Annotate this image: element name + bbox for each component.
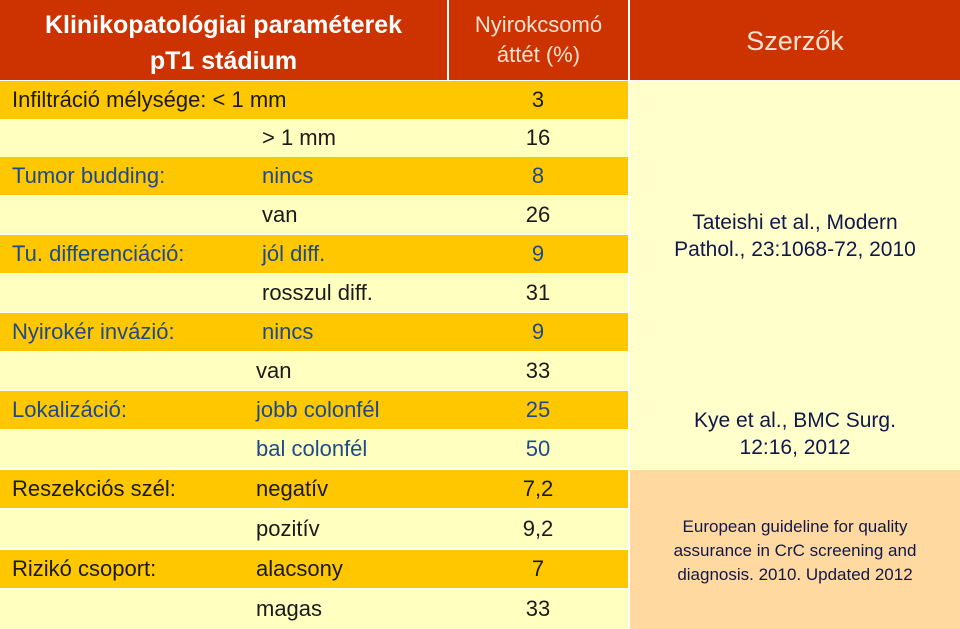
row-value: 25: [525, 397, 551, 422]
reference-kye-line2: 12:16, 2012: [739, 436, 851, 459]
row-value: 31: [525, 280, 551, 305]
row-sub-label: van: [262, 202, 298, 227]
row-value: 3: [531, 87, 545, 112]
row-sub-label: alacsony: [256, 556, 343, 581]
table-row-lymph-yes: van 33: [0, 352, 628, 390]
reference-tateishi-line1: Tateishi et al., Modern: [692, 211, 898, 234]
table-row-risk-low: Rizikó csoport: alacsony 7: [0, 550, 628, 588]
row-label: Tu. differenciáció:: [12, 241, 185, 266]
table-row-loc-right: Lokalizáció: jobb colonfél 25: [0, 391, 628, 429]
row-value: 26: [525, 202, 551, 227]
table-row-risk-high: magas 33: [0, 590, 628, 629]
row-value: 16: [525, 125, 551, 150]
reference-european-line3: diagnosis. 2010. Updated 2012: [677, 565, 913, 584]
reference-tateishi: Tateishi et al., Modern Pathol., 23:1068…: [630, 209, 960, 263]
row-label: Nyirokér invázió:: [12, 319, 175, 344]
row-value: 9: [531, 319, 545, 344]
row-sub-label: bal colonfél: [256, 436, 368, 461]
row-sub-label: negatív: [256, 476, 329, 501]
table-row-margin-pos: pozitív 9,2: [0, 510, 628, 548]
table-row-diff-poor: rosszul diff. 31: [0, 274, 628, 312]
row-value: 50: [525, 436, 551, 461]
header-parameters: Klinikopatológiai paraméterek pT1 stádiu…: [0, 0, 447, 80]
header-metastasis-line1: Nyirokcsomó: [474, 12, 603, 37]
row-sub-label: nincs: [262, 163, 314, 188]
row-value: 9: [531, 241, 545, 266]
row-value: 33: [525, 358, 551, 383]
reference-european-line2: assurance in CrC screening and: [673, 541, 917, 560]
reference-kye-line1: Kye et al., BMC Surg.: [694, 409, 896, 432]
row-sub-label: nincs: [262, 319, 314, 344]
table-row-depth-lt1: Infiltráció mélysége: < 1 mm 3: [0, 81, 628, 119]
header-parameters-line2: pT1 stádium: [149, 47, 298, 75]
row-sub-label: magas: [256, 596, 323, 621]
table-row-diff-good: Tu. differenciáció: jól diff. 9: [0, 235, 628, 273]
row-sub-label: pozitív: [256, 516, 320, 541]
header-authors: Szerzők: [630, 0, 960, 80]
row-label: Tumor budding:: [12, 163, 166, 188]
references-panel: Tateishi et al., Modern Pathol., 23:1068…: [630, 81, 960, 469]
table-row-loc-left: bal colonfél 50: [0, 430, 628, 468]
row-value: 7,2: [522, 476, 554, 501]
reference-kye: Kye et al., BMC Surg. 12:16, 2012: [630, 407, 960, 461]
reference-tateishi-line2: Pathol., 23:1068-72, 2010: [674, 238, 916, 261]
reference-european-panel: European guideline for quality assurance…: [630, 470, 960, 629]
table-row-budding-yes: van 26: [0, 196, 628, 234]
header-metastasis: Nyirokcsomó áttét (%): [449, 0, 628, 80]
row-label: Reszekciós szél:: [12, 476, 176, 501]
row-sub-label: jobb colonfél: [256, 397, 380, 422]
reference-european-line1: European guideline for quality: [682, 517, 908, 536]
row-label: Lokalizáció:: [12, 397, 127, 422]
row-label: Rizikó csoport:: [12, 556, 157, 581]
table-row-margin-neg: Reszekciós szél: negatív 7,2: [0, 470, 628, 508]
row-sub-label: van: [256, 358, 292, 383]
table-row-depth-gt1: > 1 mm 16: [0, 119, 628, 157]
row-value: 7: [531, 556, 545, 581]
row-value: 9,2: [522, 516, 554, 541]
row-sub-label: > 1 mm: [262, 125, 336, 150]
header-parameters-line1: Klinikopatológiai paraméterek: [44, 11, 403, 39]
row-value: 33: [525, 596, 551, 621]
table-row-budding-none: Tumor budding: nincs 8: [0, 157, 628, 195]
row-value: 8: [531, 163, 545, 188]
row-sub-label: rosszul diff.: [262, 280, 373, 305]
header-authors-label: Szerzők: [746, 26, 844, 56]
header-metastasis-line2: áttét (%): [496, 42, 581, 67]
row-label: Infiltráció mélysége: < 1 mm: [12, 87, 287, 112]
table-row-lymph-none: Nyirokér invázió: nincs 9: [0, 313, 628, 351]
reference-european-guideline: European guideline for quality assurance…: [630, 515, 960, 587]
row-sub-label: jól diff.: [262, 241, 326, 266]
